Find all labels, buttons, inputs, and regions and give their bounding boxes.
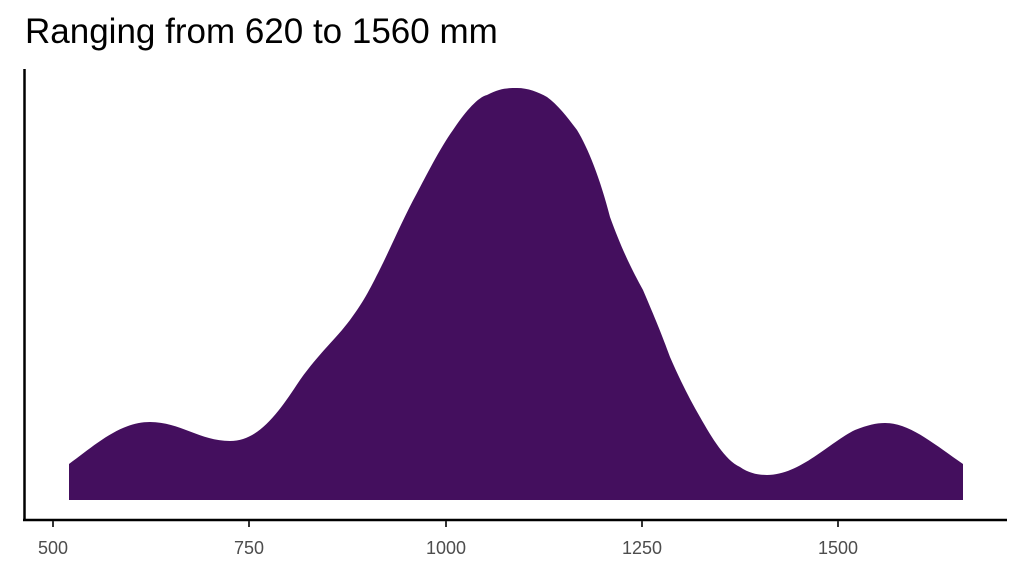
x-tick-label: 1000 <box>426 538 466 558</box>
x-tick-label: 750 <box>234 538 264 558</box>
x-axis-ticks <box>52 521 839 527</box>
x-tick-label: 1250 <box>622 538 662 558</box>
x-tick-label: 500 <box>38 538 68 558</box>
density-area <box>69 88 963 500</box>
chart-title: Ranging from 620 to 1560 mm <box>25 12 498 51</box>
x-tick-label: 1500 <box>818 538 858 558</box>
